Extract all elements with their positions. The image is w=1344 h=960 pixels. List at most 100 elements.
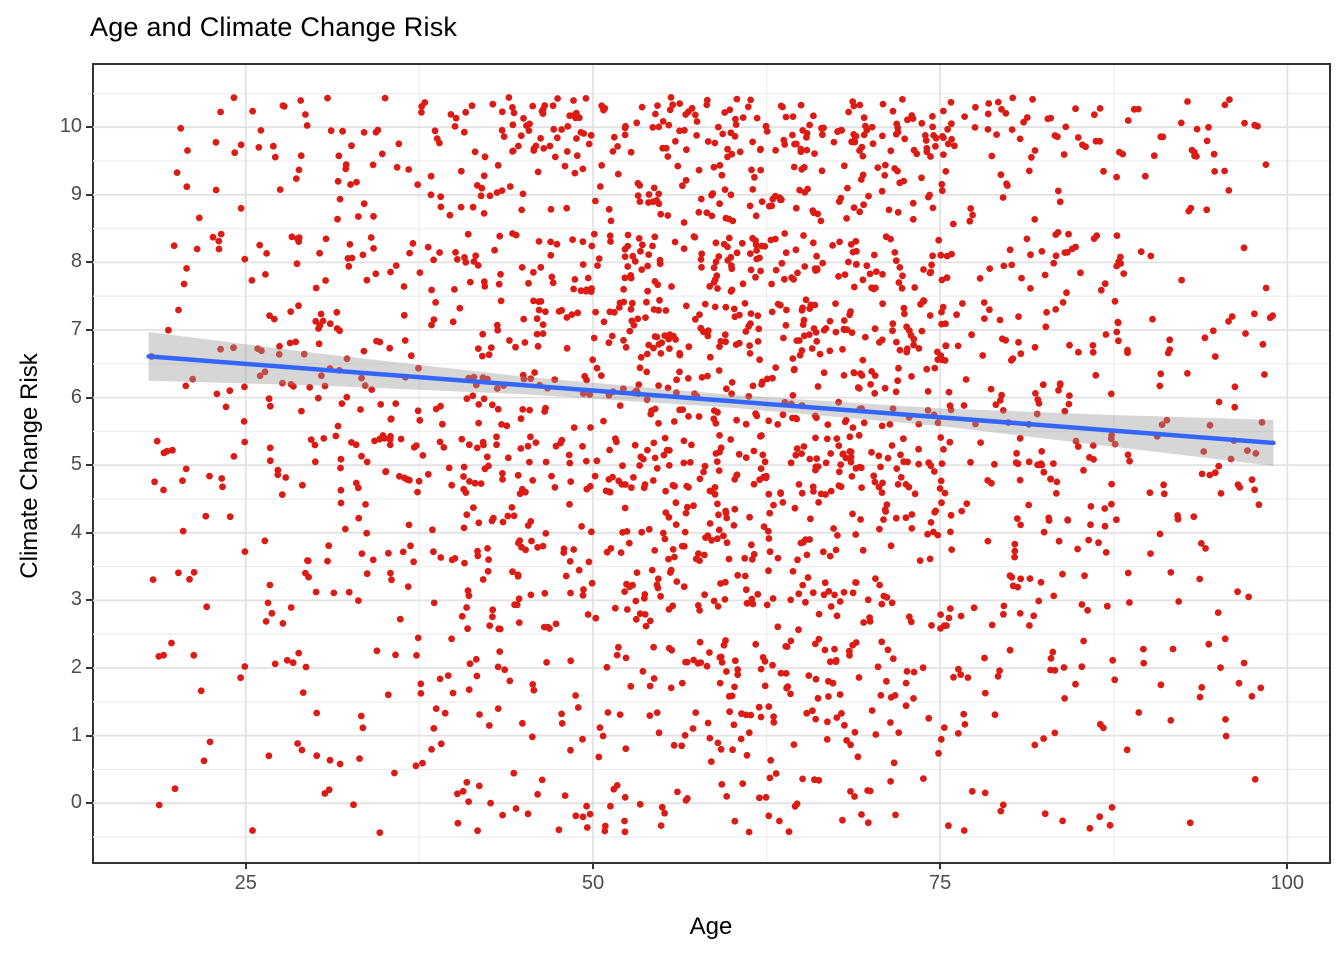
data-point [651, 454, 659, 462]
data-point [543, 659, 550, 666]
data-point [864, 787, 871, 794]
data-point [1244, 447, 1251, 454]
data-point [636, 364, 644, 372]
data-point [330, 589, 338, 597]
data-point [470, 258, 478, 265]
data-point [1251, 121, 1259, 129]
data-point [888, 599, 896, 607]
data-point [815, 776, 823, 784]
data-point [563, 314, 571, 321]
data-point [516, 537, 524, 544]
data-point [843, 737, 850, 744]
data-point [937, 434, 945, 441]
data-point [878, 187, 886, 195]
data-point [509, 121, 517, 129]
data-point [832, 656, 840, 664]
data-point [798, 165, 806, 173]
data-point [311, 458, 319, 466]
data-point [761, 657, 769, 665]
data-point [567, 746, 574, 754]
data-point [1259, 340, 1267, 348]
data-point [668, 283, 675, 290]
data-point [1061, 695, 1068, 702]
data-point [1178, 276, 1185, 284]
data-point [195, 214, 203, 222]
data-point [1016, 610, 1024, 617]
data-point [1086, 824, 1094, 832]
data-point [957, 671, 965, 678]
data-point [1078, 601, 1086, 608]
data-point [860, 619, 867, 626]
y-tick-mark [86, 599, 93, 602]
data-point [1052, 306, 1060, 313]
data-point [517, 132, 525, 140]
data-point [219, 483, 226, 491]
data-point [1090, 235, 1098, 243]
data-point [1030, 612, 1038, 620]
data-point [887, 719, 894, 726]
data-point [714, 123, 722, 131]
data-point [553, 240, 561, 248]
data-point [544, 623, 552, 631]
data-point [851, 793, 858, 800]
data-point [696, 311, 703, 318]
data-point [661, 434, 669, 442]
data-point [447, 111, 455, 118]
data-point [1066, 341, 1073, 349]
data-point [1209, 327, 1217, 335]
data-point [892, 388, 900, 396]
y-tick-label: 4 [70, 520, 82, 543]
data-point [372, 270, 380, 278]
data-point [526, 406, 533, 414]
data-point [870, 251, 878, 259]
data-point [918, 119, 926, 127]
data-point [518, 206, 526, 214]
data-point [487, 799, 494, 807]
data-point [893, 465, 901, 472]
data-point [1080, 466, 1087, 474]
y-tick-label: 0 [70, 791, 82, 814]
data-point [509, 147, 517, 155]
data-point [673, 578, 681, 585]
data-point [613, 782, 621, 789]
data-point [621, 588, 628, 595]
data-point [964, 674, 972, 681]
data-point [860, 419, 868, 427]
data-point [1111, 297, 1119, 305]
data-point [910, 695, 917, 702]
data-point [497, 270, 504, 278]
data-point [826, 552, 834, 560]
data-point [889, 655, 897, 663]
data-point [621, 817, 628, 825]
data-point [728, 390, 735, 398]
data-point [886, 421, 894, 428]
data-point [746, 513, 753, 521]
data-point [803, 146, 811, 154]
data-point [448, 635, 455, 643]
data-point [824, 718, 831, 726]
data-point [671, 238, 679, 246]
data-point [845, 108, 852, 116]
data-point [811, 150, 818, 157]
data-point [753, 114, 761, 122]
data-point [755, 325, 763, 333]
data-point [1080, 637, 1087, 645]
data-point [934, 356, 942, 363]
data-point [757, 166, 765, 174]
data-point [292, 338, 300, 346]
data-point [947, 98, 955, 106]
data-point [539, 330, 547, 337]
data-point [645, 525, 653, 533]
data-point [437, 740, 445, 748]
data-point [715, 253, 723, 260]
data-point [1025, 167, 1033, 175]
data-point [496, 648, 504, 655]
data-point [1084, 606, 1091, 614]
data-point [701, 300, 709, 308]
data-point [999, 407, 1007, 414]
data-point [809, 483, 817, 491]
data-point [835, 273, 842, 280]
data-point [551, 484, 559, 491]
data-point [459, 787, 467, 795]
data-point [693, 132, 700, 139]
